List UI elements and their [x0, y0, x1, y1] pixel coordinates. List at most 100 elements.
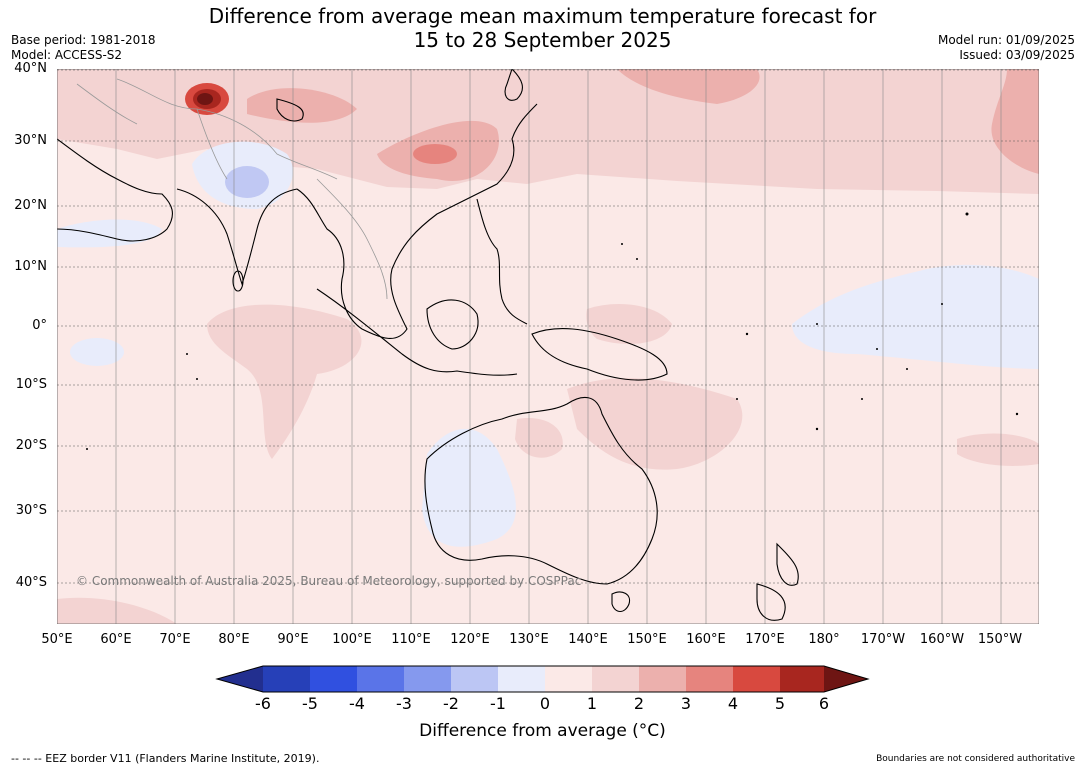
lon-label-170w: 170°W: [860, 632, 906, 647]
colorbar-bin: [263, 666, 310, 692]
colorbar-tick: 6: [818, 694, 830, 713]
warm-region-nt: [515, 418, 563, 458]
warm-region-png: [586, 304, 672, 344]
lat-label-40n: 40°N: [14, 61, 47, 76]
meta-left: Base period: 1981-2018 Model: ACCESS-S2: [11, 33, 156, 63]
model-run: Model run: 01/09/2025: [937, 33, 1075, 47]
japan-korea: [504, 69, 523, 101]
lat-label-20n: 20°N: [14, 198, 47, 213]
colorbar-bin: [733, 666, 780, 692]
new-guinea: [531, 328, 668, 381]
colorbar-bin: [451, 666, 498, 692]
colorbar-tick: -1: [490, 694, 506, 713]
meta-right: Model run: 01/09/2025 Issued: 03/09/2025: [938, 33, 1075, 63]
islands: [86, 212, 1019, 450]
colorbar-bin: [592, 666, 639, 692]
lat-label-10n: 10°N: [14, 259, 47, 274]
eez-note: -- -- -- EEZ border V11 (Flanders Marine…: [11, 752, 320, 765]
colorbar: [215, 665, 870, 693]
colorbar-bin: [357, 666, 404, 692]
lon-label-60e: 60°E: [100, 632, 132, 647]
cool-region-west-io: [70, 338, 124, 366]
se-asia-coast: [296, 103, 538, 339]
hot-spot: [197, 93, 213, 105]
issued-date: Issued: 03/09/2025: [959, 48, 1075, 62]
lon-label-80e: 80°E: [218, 632, 250, 647]
colorbar-tick: -3: [396, 694, 412, 713]
colorbar-tick: -5: [302, 694, 318, 713]
lat-label-20s: 20°S: [15, 438, 47, 453]
lon-label-160e: 160°E: [686, 632, 726, 647]
warm-core-china: [413, 144, 457, 164]
colorbar-bin: [686, 666, 733, 692]
colorbar-bin: [310, 666, 357, 692]
colorbar-tick: -4: [349, 694, 365, 713]
warm-region-sw-pacific: [957, 433, 1039, 466]
warm-patch-pacific-n: [617, 69, 760, 104]
lon-label-170e: 170°E: [745, 632, 785, 647]
lon-grid: [57, 69, 1002, 624]
new-zealand-north: [776, 542, 799, 586]
lat-label-30s: 30°S: [15, 503, 47, 518]
arabia-coast: [57, 138, 173, 242]
colorbar-bin: [498, 666, 545, 692]
title-line-2: 15 to 28 September 2025: [413, 28, 672, 52]
lon-label-50e: 50°E: [41, 632, 73, 647]
colorbar-tick: 5: [774, 694, 786, 713]
new-zealand-south: [756, 583, 786, 621]
copyright-text: © Commonwealth of Australia 2025, Bureau…: [76, 574, 582, 588]
sri-lanka: [232, 270, 244, 292]
colorbar-arrow-right: [824, 666, 868, 692]
colorbar-tick: 1: [586, 694, 598, 713]
borneo: [426, 299, 479, 350]
colorbar-outline: [215, 665, 870, 693]
map-title: Difference from average mean maximum tem…: [0, 4, 1085, 52]
colorbar-arrow-left: [217, 666, 263, 692]
india-coast: [176, 188, 298, 286]
colorbar-bin: [780, 666, 824, 692]
nepal-region: [276, 98, 304, 122]
lat-label-0: 0°: [32, 318, 47, 333]
colorbar-label: Difference from average (°C): [419, 721, 666, 741]
boundaries-note: Boundaries are not considered authoritat…: [876, 754, 1075, 764]
warm-patch-tibet: [247, 88, 357, 123]
lon-label-100e: 100°E: [332, 632, 372, 647]
colorbar-bin: [545, 666, 592, 692]
warm-region-sw: [57, 597, 177, 624]
lon-label-120e: 120°E: [450, 632, 490, 647]
lon-label-110e: 110°E: [391, 632, 431, 647]
coastlines: [57, 69, 799, 621]
colorbar-tick: -6: [255, 694, 271, 713]
colorbar-bin: [639, 666, 686, 692]
lon-label-70e: 70°E: [159, 632, 191, 647]
lon-label-150w: 150°W: [977, 632, 1023, 647]
colorbar-tick: 4: [727, 694, 739, 713]
lat-label-40s: 40°S: [15, 575, 47, 590]
colorbar-bin: [404, 666, 451, 692]
colorbar-tick: 3: [680, 694, 692, 713]
cool-region-pacific: [792, 264, 1039, 369]
colorbar-tick: 2: [633, 694, 645, 713]
lon-label-90e: 90°E: [277, 632, 309, 647]
cool-region-wa: [422, 428, 516, 547]
anomaly-map: [57, 69, 1039, 624]
model-name: Model: ACCESS-S2: [11, 48, 123, 62]
title-line-1: Difference from average mean maximum tem…: [208, 4, 877, 28]
cool-core-india: [225, 166, 269, 198]
tasmania: [611, 591, 631, 613]
colorbar-tick: 0: [539, 694, 551, 713]
warm-region-indian-ocean: [207, 304, 362, 459]
lon-label-130e: 130°E: [509, 632, 549, 647]
lat-label-10s: 10°S: [15, 377, 47, 392]
lat-label-30n: 30°N: [14, 133, 47, 148]
warm-patch-east: [991, 69, 1039, 174]
base-period: Base period: 1981-2018: [11, 33, 156, 47]
lon-label-150e: 150°E: [627, 632, 667, 647]
country-borders: [76, 78, 388, 300]
sumatra-java: [316, 288, 518, 376]
philippines: [476, 198, 528, 325]
warm-region-qld: [567, 378, 743, 470]
australia: [424, 396, 658, 585]
lon-label-160w: 160°W: [919, 632, 965, 647]
colorbar-tick: -2: [443, 694, 459, 713]
